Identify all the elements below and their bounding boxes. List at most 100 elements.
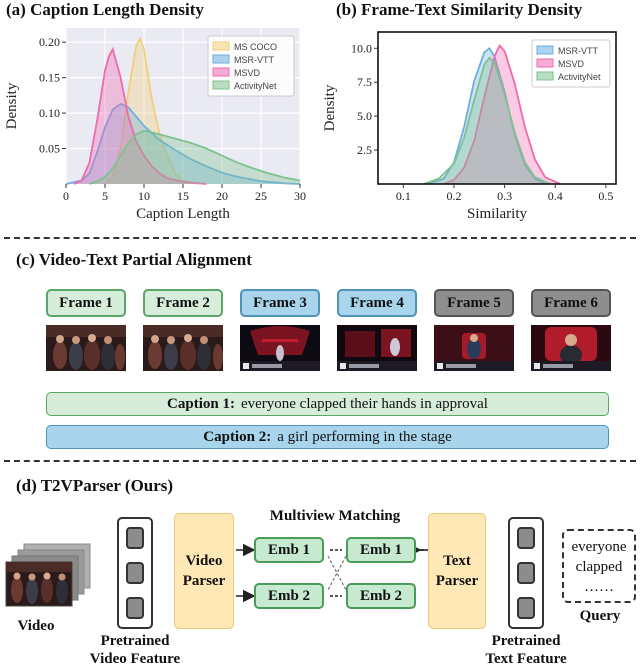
text-feature-cell-3 [517, 597, 535, 619]
legend-swatch-0 [536, 45, 554, 55]
legend-swatch-2 [212, 67, 230, 77]
frame-2-label: Frame 2 [143, 289, 223, 317]
series-line-2 [73, 46, 207, 185]
series-line-1 [443, 44, 561, 185]
x-tick-label-0: 0.1 [396, 189, 411, 203]
video-emb-2: Emb 2 [254, 583, 324, 609]
caption-1-prefix: Caption 1: [167, 395, 235, 412]
x-tick-label-6: 30 [294, 189, 306, 203]
text-emb-2: Emb 2 [346, 583, 416, 609]
caption-1-bar: Caption 1: everyone clapped their hands … [46, 392, 609, 416]
video-feature-label-line-2: Video Feature [89, 651, 181, 667]
legend-swatch-3 [212, 80, 230, 90]
panel-a-title: (a) Caption Length Density [6, 0, 204, 19]
panel-b-title: (b) Frame-Text Similarity Density [336, 0, 583, 19]
text-feature-label: Pretrained Text Feature [471, 632, 581, 668]
plot-frame [377, 31, 617, 185]
similarity-chart: 0.1 0.2 0.3 0.4 0.5 2.5 5.0 7.5 10.0 Similarity De… [322, 31, 617, 222]
text-feature-cell-2 [517, 562, 535, 584]
legend-label-1: MSVD [558, 59, 585, 69]
y-tick-label-1: 0.10 [39, 106, 60, 120]
legend-label-3: ActivityNet [234, 81, 277, 91]
text-parser-line-1: Text [443, 553, 471, 569]
caption-1-text: everyone clapped their hands in approval [240, 395, 488, 412]
x-axis-label: Similarity [467, 206, 528, 222]
frame-2-image [143, 325, 223, 371]
text-parser-line-2: Parser [435, 573, 479, 589]
legend-label-2: ActivityNet [558, 72, 601, 82]
y-tick-label-3: 0.20 [39, 35, 60, 49]
text-side-arrows [416, 543, 428, 590]
query-text-line-1: everyone [571, 539, 627, 555]
video-feature-column [117, 517, 153, 629]
frame-5-label: Frame 5 [434, 289, 514, 317]
caption-2-text: a girl performing in the stage [277, 428, 452, 445]
x-tick-label-4: 0.5 [598, 189, 613, 203]
text-emb-1: Emb 1 [346, 537, 416, 563]
series-line-2 [423, 56, 551, 185]
series-area-0 [105, 38, 199, 184]
legend-label-1: MSR-VTT [234, 55, 274, 65]
caption-length-chart: 0 5 10 15 20 25 30 0.05 0.10 0.15 0.20 Caption Leng… [4, 28, 306, 222]
query-box: everyone clapped …… [562, 529, 636, 603]
x-axis-label: Caption Length [136, 206, 230, 222]
legend-label-0: MS COCO [234, 42, 277, 52]
frame-3-label: Frame 3 [240, 289, 320, 317]
video-feature-label-line-1: Pretrained [100, 633, 170, 649]
caption-2-bar: Caption 2: a girl performing in the stag… [46, 425, 609, 449]
legend-swatch-1 [536, 58, 554, 68]
video-emb-1: Emb 1 [254, 537, 324, 563]
series-area-3 [89, 130, 301, 184]
text-feature-column [508, 517, 544, 629]
frame-4-image [337, 325, 417, 371]
series-area-2 [423, 57, 551, 184]
video-feature-label: Pretrained Video Feature [80, 632, 190, 668]
y-tick-label-0: 0.05 [39, 142, 60, 156]
video-parser-line-2: Parser [182, 573, 226, 589]
x-tick-label-0: 0 [63, 189, 69, 203]
legend-swatch-0 [212, 41, 230, 51]
legend-label-2: MSVD [234, 68, 261, 78]
text-parser-box: Text Parser [428, 513, 486, 629]
divider-2 [4, 460, 636, 462]
panel-c-title: (c) Video-Text Partial Alignment [16, 250, 252, 269]
y-tick-label-2: 7.5 [357, 75, 372, 89]
y-tick-label-0: 2.5 [357, 143, 372, 157]
video-feature-cell-3 [126, 597, 144, 619]
x-tick-label-1: 5 [102, 189, 108, 203]
frame-1-image [46, 325, 126, 371]
legend: MS COCO MSR-VTT MSVD ActivityNet [207, 35, 295, 97]
legend-label-0: MSR-VTT [558, 46, 598, 56]
video-label: Video [17, 618, 55, 634]
video-stack-image [5, 543, 91, 607]
frame-4-label: Frame 4 [337, 289, 417, 317]
x-tick-label-4: 20 [216, 189, 228, 203]
y-tick-label-2: 0.15 [39, 71, 60, 85]
frame-5-image [434, 325, 514, 371]
multiview-matching-title: Multiview Matching [269, 508, 401, 524]
video-feature-cell-1 [126, 527, 144, 549]
y-axis-label: Density [322, 84, 338, 131]
panel-d-title: (d) T2VParser (Ours) [16, 476, 174, 495]
frame-6-image [531, 325, 611, 371]
series-line-3 [89, 129, 301, 185]
legend: MSR-VTT MSVD ActivityNet [531, 39, 611, 88]
series-line-1 [65, 102, 301, 185]
x-tick-label-2: 0.3 [497, 189, 512, 203]
y-axis-label: Density [4, 82, 20, 129]
text-feature-cell-1 [517, 527, 535, 549]
frame-6-label: Frame 6 [531, 289, 611, 317]
x-tick-label-2: 10 [138, 189, 150, 203]
y-tick-label-3: 10.0 [351, 41, 372, 55]
video-feature-cell-2 [126, 562, 144, 584]
text-feature-label-line-2: Text Feature [485, 651, 567, 667]
caption-2-prefix: Caption 2: [203, 428, 272, 445]
query-label: Query [579, 608, 621, 624]
video-parser-line-1: Video [185, 553, 223, 569]
frame-3-image [240, 325, 320, 371]
legend-swatch-2 [536, 71, 554, 81]
y-tick-label-1: 5.0 [357, 109, 372, 123]
series-line-0 [104, 36, 199, 185]
series-area-2 [73, 49, 207, 184]
x-tick-label-3: 0.4 [548, 189, 563, 203]
